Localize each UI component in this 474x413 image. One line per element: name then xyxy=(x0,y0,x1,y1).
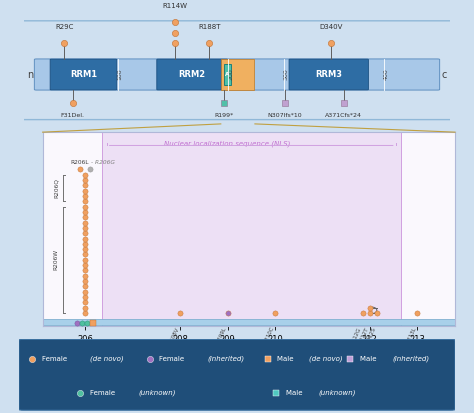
Text: A: A xyxy=(225,72,229,77)
Text: RRM3: RRM3 xyxy=(315,70,342,79)
Point xyxy=(82,188,89,194)
Text: P209L: P209L xyxy=(216,326,228,344)
Point xyxy=(82,240,89,247)
Text: R212S: R212S xyxy=(365,326,377,344)
Text: (de novo): (de novo) xyxy=(90,356,124,362)
FancyBboxPatch shape xyxy=(50,59,117,90)
Point xyxy=(82,177,89,183)
Text: R29C: R29C xyxy=(55,24,73,31)
Text: c: c xyxy=(441,69,447,80)
Point xyxy=(82,299,89,306)
Text: Female: Female xyxy=(42,356,69,362)
Text: Male: Male xyxy=(360,356,379,362)
Point xyxy=(73,319,81,326)
Point xyxy=(82,278,89,285)
Point xyxy=(176,310,184,316)
Point xyxy=(82,230,89,237)
Point xyxy=(82,214,89,221)
Point xyxy=(82,246,89,252)
Text: R206Q: R206Q xyxy=(54,178,59,198)
Text: R206L: R206L xyxy=(70,160,89,165)
Point xyxy=(366,304,374,311)
Text: 100: 100 xyxy=(117,69,122,80)
Text: - R206G: - R206G xyxy=(91,160,115,165)
Text: 400: 400 xyxy=(384,69,389,81)
Text: (inherited): (inherited) xyxy=(392,356,429,362)
Point xyxy=(82,171,89,178)
FancyBboxPatch shape xyxy=(34,59,439,90)
Point xyxy=(82,198,89,204)
Text: Male: Male xyxy=(286,390,305,396)
Text: D340V: D340V xyxy=(319,24,343,31)
Point xyxy=(366,310,374,316)
Point xyxy=(82,283,89,290)
Point xyxy=(76,166,83,173)
Point xyxy=(82,310,89,316)
Point xyxy=(82,267,89,274)
Point xyxy=(82,235,89,242)
FancyBboxPatch shape xyxy=(19,339,455,410)
Point xyxy=(82,193,89,199)
FancyBboxPatch shape xyxy=(19,21,455,120)
FancyBboxPatch shape xyxy=(289,59,368,90)
Point xyxy=(82,288,89,295)
Bar xyxy=(43,319,455,325)
Text: Male: Male xyxy=(277,356,296,362)
Text: (inherited): (inherited) xyxy=(208,356,245,362)
Text: (unknown): (unknown) xyxy=(318,389,356,396)
Text: R212G: R212G xyxy=(350,326,363,345)
Point xyxy=(373,310,381,316)
Text: P213L: P213L xyxy=(406,326,417,344)
Text: R199*: R199* xyxy=(214,113,233,118)
Bar xyxy=(224,64,230,85)
FancyBboxPatch shape xyxy=(157,59,228,90)
Text: n: n xyxy=(27,69,33,80)
Text: Female: Female xyxy=(90,390,117,396)
Text: R212T: R212T xyxy=(358,326,370,344)
Point xyxy=(89,319,97,326)
Point xyxy=(82,209,89,215)
Point xyxy=(82,294,89,300)
Text: A371Cfs*24: A371Cfs*24 xyxy=(325,113,362,118)
Point xyxy=(82,225,89,231)
Text: F31Del.: F31Del. xyxy=(61,113,85,118)
Point xyxy=(271,310,279,316)
Bar xyxy=(221,59,254,90)
Text: G208V: G208V xyxy=(168,326,180,345)
Point xyxy=(359,310,366,316)
Text: 200: 200 xyxy=(228,69,233,81)
Text: RRM1: RRM1 xyxy=(70,70,97,79)
Text: R114W: R114W xyxy=(163,3,188,9)
Point xyxy=(82,219,89,226)
Text: 300: 300 xyxy=(283,69,289,81)
Point xyxy=(83,319,91,326)
Point xyxy=(82,203,89,210)
Text: RRM2: RRM2 xyxy=(179,70,206,79)
Point xyxy=(413,310,421,316)
Text: (de novo): (de novo) xyxy=(310,356,343,362)
Text: R206W: R206W xyxy=(54,249,59,270)
Point xyxy=(82,304,89,311)
Point xyxy=(82,182,89,189)
Point xyxy=(82,256,89,263)
Text: Nuclear localization sequence (NLS): Nuclear localization sequence (NLS) xyxy=(164,140,291,147)
Point xyxy=(82,273,89,279)
Text: Y210C: Y210C xyxy=(263,326,275,344)
Point xyxy=(82,251,89,258)
Text: N307lfs*10: N307lfs*10 xyxy=(267,113,302,118)
Point xyxy=(82,262,89,268)
Point xyxy=(79,319,86,326)
Text: (unknown): (unknown) xyxy=(138,389,175,396)
Point xyxy=(86,166,94,173)
Text: Female: Female xyxy=(159,356,187,362)
Text: R188T: R188T xyxy=(198,24,220,31)
Point xyxy=(224,310,231,316)
Bar xyxy=(102,132,401,326)
